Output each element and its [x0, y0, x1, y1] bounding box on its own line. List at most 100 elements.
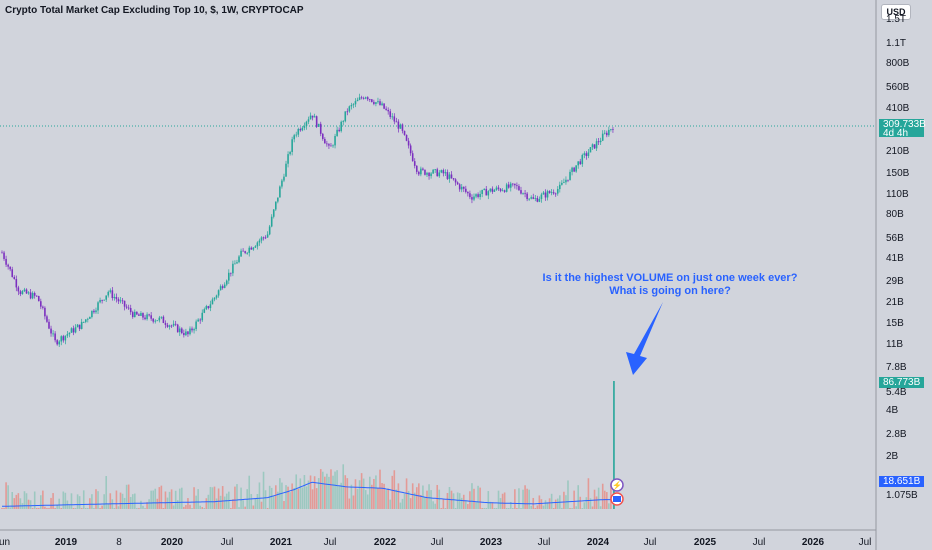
candle-body	[395, 121, 398, 123]
volume-bar	[160, 485, 163, 509]
candle-body	[368, 99, 371, 101]
volume-bar	[481, 508, 483, 509]
candle-body	[462, 186, 465, 189]
price-axis-label: 7.8B	[886, 362, 907, 373]
candle-body	[575, 165, 577, 172]
candle-body	[46, 316, 48, 322]
candle-body	[244, 251, 246, 253]
candle-body	[19, 291, 22, 295]
event-markers: ⚡	[610, 478, 624, 506]
volume-bar	[507, 508, 510, 509]
chart-annotation[interactable]: Is it the highest VOLUME on just one wee…	[520, 272, 820, 298]
volume-bar	[485, 508, 488, 509]
volume-bar	[150, 490, 152, 509]
candle-body	[176, 324, 179, 333]
candle-body	[446, 172, 449, 179]
volume-bar	[252, 505, 255, 509]
volume-bar	[82, 490, 85, 509]
volume-bar	[601, 483, 604, 509]
candle-body	[599, 140, 602, 143]
volume-bar	[225, 493, 228, 509]
candle-body	[434, 169, 436, 171]
volume-bar	[520, 508, 522, 509]
volume-bar	[119, 492, 122, 509]
volume-bar	[266, 508, 269, 509]
candle-body	[491, 188, 494, 192]
volume-bar	[185, 505, 187, 509]
volume-bar	[377, 488, 379, 509]
volume-bar	[277, 491, 279, 509]
volume-bar	[109, 493, 112, 509]
candle-body	[610, 129, 612, 130]
candle-body	[189, 328, 191, 335]
volume-bar	[383, 483, 385, 509]
volume-bar	[84, 508, 87, 509]
candle-body	[518, 186, 520, 191]
candle-body	[170, 325, 173, 327]
candle-body	[487, 191, 490, 196]
time-axis-label: 2019	[54, 537, 78, 548]
volume-bar	[364, 490, 367, 509]
volume-bar	[103, 494, 105, 509]
volume-bar	[313, 476, 316, 509]
candle-body	[338, 129, 340, 132]
volume-bar	[409, 498, 412, 509]
volume-bar	[356, 488, 359, 509]
bar-countdown: 4d 4h	[883, 128, 909, 139]
volume-bar	[191, 508, 193, 509]
candle-body	[150, 315, 152, 319]
candle-body	[250, 247, 253, 250]
candle-body	[129, 308, 132, 313]
volume-bar	[589, 498, 592, 509]
volume-bar	[236, 484, 238, 509]
candle-body	[219, 286, 222, 291]
price-axis-label: 1.5T	[886, 14, 907, 25]
volume-bar	[358, 480, 361, 509]
volume-bar	[48, 508, 50, 509]
candle-body	[256, 242, 259, 247]
candle-body	[428, 172, 430, 177]
volume-bar	[489, 501, 492, 509]
candle-body	[573, 167, 575, 172]
candle-body	[405, 134, 408, 141]
volume-bar	[31, 508, 34, 509]
volume-bar	[213, 486, 216, 509]
time-axis-label: Jun	[0, 537, 11, 548]
svg-text:⚡: ⚡	[612, 480, 622, 490]
candle-body	[33, 292, 36, 296]
currency-button[interactable]: USD	[881, 4, 911, 20]
candle-body	[397, 121, 400, 129]
candle-body	[213, 297, 216, 300]
volume-bar	[60, 508, 63, 509]
time-axis-label: 2020	[160, 537, 184, 548]
volume-bar	[283, 501, 285, 509]
candle-body	[340, 121, 342, 132]
candle-body	[467, 191, 469, 194]
candle-body	[136, 311, 138, 315]
volume-bar	[258, 482, 261, 509]
time-axis-label: 2023	[479, 537, 503, 548]
volume-bar	[17, 493, 20, 509]
volume-bar	[311, 489, 314, 509]
volume-bar	[80, 508, 83, 509]
volume-bar	[242, 500, 244, 509]
price-axis-label: 210B	[886, 146, 910, 157]
volume-bar	[203, 508, 206, 509]
volume-bar	[274, 485, 277, 509]
volume-bar	[29, 500, 32, 509]
annotation-line-1: Is it the highest VOLUME on just one wee…	[542, 272, 798, 284]
candle-body	[181, 328, 183, 334]
candle-body	[93, 310, 95, 313]
candle-body	[326, 143, 328, 145]
candle-body	[285, 163, 287, 177]
candle-body	[503, 190, 506, 192]
dividend-marker-icon	[610, 478, 624, 492]
volume-bar	[360, 473, 363, 509]
volume-bar	[524, 485, 526, 509]
volume-bar	[178, 488, 181, 509]
volume-bar	[503, 492, 506, 509]
candle-body	[87, 318, 89, 320]
candle-body	[471, 197, 473, 200]
volume-bar	[585, 497, 588, 509]
